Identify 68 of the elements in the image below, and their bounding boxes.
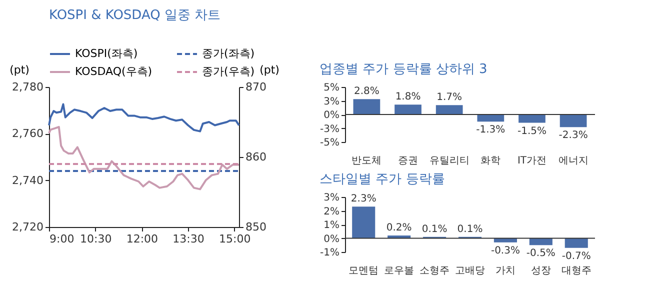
bar (394, 104, 422, 114)
y-tick-label: -1% (320, 248, 340, 258)
y-tick-label: -3% (320, 124, 340, 135)
bar (352, 206, 376, 238)
legend-label: KOSDAQ(우측) (75, 65, 152, 78)
data-label: 0.2% (386, 222, 412, 234)
y2-tick-label: 850 (246, 220, 266, 234)
x-tick-label: 9:00 (50, 232, 74, 246)
y-tick-label: 2,760 (12, 127, 44, 140)
y-tick-label: 5% (324, 82, 340, 94)
x-tick-label: 15:00 (219, 232, 251, 246)
y-tick-label: 1% (324, 220, 340, 231)
y-axis-title: (pt) (10, 64, 30, 76)
bar (477, 114, 504, 122)
x-tick-label: 모멘텀 (348, 266, 379, 276)
x-tick-label: 에너지 (558, 156, 588, 166)
line-series (48, 126, 240, 190)
x-tick-label: 10:30 (80, 232, 112, 246)
data-label: 1.8% (395, 92, 421, 103)
y2-tick-label: 870 (246, 80, 266, 94)
y-tick-label: 3% (324, 192, 340, 204)
bar (353, 99, 380, 114)
data-label: 0.1% (457, 224, 483, 235)
y-tick-label: 2,780 (12, 80, 44, 94)
x-tick-label: 소형주 (420, 266, 450, 276)
data-label: -0.3% (490, 245, 520, 256)
data-label: -1.3% (476, 124, 506, 136)
bar (518, 114, 546, 123)
legend-label: 종가(좌측) (202, 47, 255, 60)
bar (560, 114, 587, 128)
y2-tick-label: 860 (246, 150, 266, 164)
y-tick-label: 2,740 (12, 174, 44, 187)
bar (436, 105, 463, 114)
y-tick-label: 2% (324, 206, 340, 218)
x-tick-label: 대형주 (561, 266, 592, 276)
line-series (48, 103, 240, 132)
data-label: -0.5% (526, 248, 556, 260)
legend-label: KOSPI(좌측) (75, 47, 138, 60)
legend-label: 종가(우측) (202, 65, 255, 78)
data-label: 2.8% (354, 86, 380, 98)
data-label: -0.7% (562, 250, 591, 262)
y-tick-label: 0% (324, 110, 340, 121)
data-label: 0.1% (422, 224, 448, 235)
bar (388, 236, 411, 238)
y-tick-label: 3% (324, 96, 340, 108)
x-tick-label: 유틸리티 (429, 156, 470, 166)
y-tick-label: 2,720 (12, 220, 44, 234)
data-label: 2.3% (350, 194, 376, 205)
chart-title: 스타일별 주가 등락률 (320, 172, 445, 187)
y2-axis-title: (pt) (260, 64, 280, 76)
x-tick-label: 성장 (530, 266, 551, 276)
x-tick-label: 가치 (495, 266, 516, 276)
data-label: -1.5% (517, 126, 546, 137)
x-tick-label: 반도체 (352, 156, 382, 166)
x-tick-label: 화학 (480, 156, 501, 166)
y-tick-label: -5% (320, 138, 340, 148)
y-tick-label: 0% (324, 234, 340, 245)
chart-title: 업종별 주가 등락률 상하위 3 (320, 62, 488, 77)
x-tick-label: 12:00 (126, 232, 158, 246)
x-tick-label: 고배당 (455, 266, 485, 276)
x-tick-label: 13:30 (172, 232, 204, 246)
data-label: 1.7% (436, 92, 462, 104)
chart-title: KOSPI & KOSDAQ 일중 차트 (49, 8, 221, 23)
x-tick-label: IT가전 (517, 156, 547, 166)
x-tick-label: 로우볼 (384, 266, 414, 276)
x-tick-label: 증권 (398, 156, 418, 166)
bar (564, 238, 588, 248)
data-label: -2.3% (558, 130, 588, 142)
